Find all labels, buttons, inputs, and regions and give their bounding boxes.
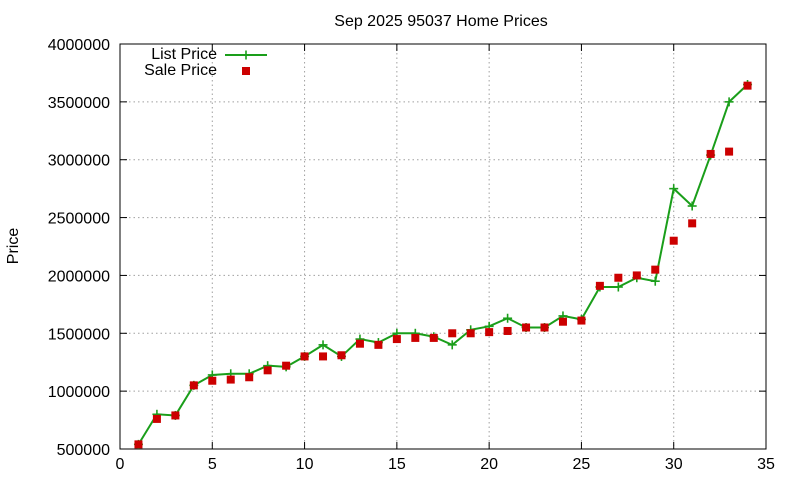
- x-tick-label: 10: [296, 456, 314, 473]
- sale-price-point: [189, 381, 198, 390]
- sale-price-point: [226, 375, 235, 384]
- series-sale-price: [134, 81, 752, 449]
- list-price-point: [318, 340, 328, 350]
- legend-cross-swatch: [241, 50, 251, 60]
- sale-price-point: [263, 366, 272, 375]
- sale-price-point: [374, 340, 383, 349]
- sale-price-point: [688, 219, 697, 228]
- sale-price-point: [632, 271, 641, 280]
- list-price-point: [447, 340, 457, 350]
- sale-price-point: [300, 352, 309, 361]
- sale-price-point: [171, 411, 180, 420]
- list-price-point: [687, 201, 697, 211]
- x-tick-label: 30: [665, 456, 683, 473]
- y-tick-label: 3000000: [48, 153, 110, 170]
- sale-price-point: [522, 323, 531, 332]
- sale-price-point: [319, 352, 328, 361]
- list-price-point: [669, 184, 679, 194]
- sale-price-point: [337, 351, 346, 360]
- x-tick-label: 5: [208, 456, 217, 473]
- list-price-point: [613, 282, 623, 292]
- list-price-point: [650, 276, 660, 286]
- sale-price-point: [134, 440, 143, 449]
- sale-price-point: [485, 328, 494, 337]
- sale-price-point: [651, 265, 660, 274]
- sale-price-point: [614, 273, 623, 282]
- x-tick-label: 0: [116, 456, 125, 473]
- y-tick-label: 2500000: [48, 211, 110, 228]
- list-price-point: [503, 313, 513, 323]
- y-tick-label: 500000: [57, 442, 110, 459]
- series-list-price: [133, 80, 753, 449]
- sale-price-point: [448, 329, 457, 338]
- y-tick-label: 4000000: [48, 37, 110, 54]
- y-tick-label: 1000000: [48, 384, 110, 401]
- list-price-line: [137, 83, 749, 445]
- y-tick-label: 1500000: [48, 326, 110, 343]
- chart-title: Sep 2025 95037 Home Prices: [334, 13, 547, 30]
- legend-label: List Price: [151, 46, 217, 63]
- sale-price-point: [208, 376, 217, 385]
- sale-price-point: [595, 281, 604, 290]
- y-tick-label: 3500000: [48, 95, 110, 112]
- sale-price-point: [558, 317, 567, 326]
- grid-lines: [120, 44, 766, 449]
- y-tick-label: 2000000: [48, 268, 110, 285]
- sale-price-point: [743, 81, 752, 90]
- sale-price-point: [540, 323, 549, 332]
- sale-price-point: [392, 335, 401, 344]
- sale-price-point: [466, 329, 475, 338]
- legend-square-swatch: [242, 67, 250, 75]
- sale-price-point: [245, 373, 254, 382]
- sale-price-point: [429, 333, 438, 342]
- series-group: [133, 80, 753, 449]
- sale-price-point: [706, 149, 715, 158]
- legend-label: Sale Price: [144, 62, 217, 79]
- sale-price-point: [725, 147, 734, 156]
- list-price-point: [724, 97, 734, 107]
- y-axis-label: Price: [5, 228, 22, 265]
- sale-price-point: [282, 361, 291, 370]
- plot-frame: [119, 43, 767, 450]
- sale-price-point: [355, 339, 364, 348]
- sale-price-point: [411, 333, 420, 342]
- sale-price-point: [503, 326, 512, 335]
- axes: 0 5 10 15 20 25 30 35 500000 1000000 1500000 200000…: [48, 37, 775, 473]
- x-tick-label: 25: [573, 456, 591, 473]
- sale-price-point: [577, 316, 586, 325]
- sale-price-point: [669, 236, 678, 245]
- x-tick-label: 20: [480, 456, 498, 473]
- x-tick-label: 15: [388, 456, 406, 473]
- sale-price-point: [152, 414, 161, 423]
- x-tick-label: 35: [757, 456, 775, 473]
